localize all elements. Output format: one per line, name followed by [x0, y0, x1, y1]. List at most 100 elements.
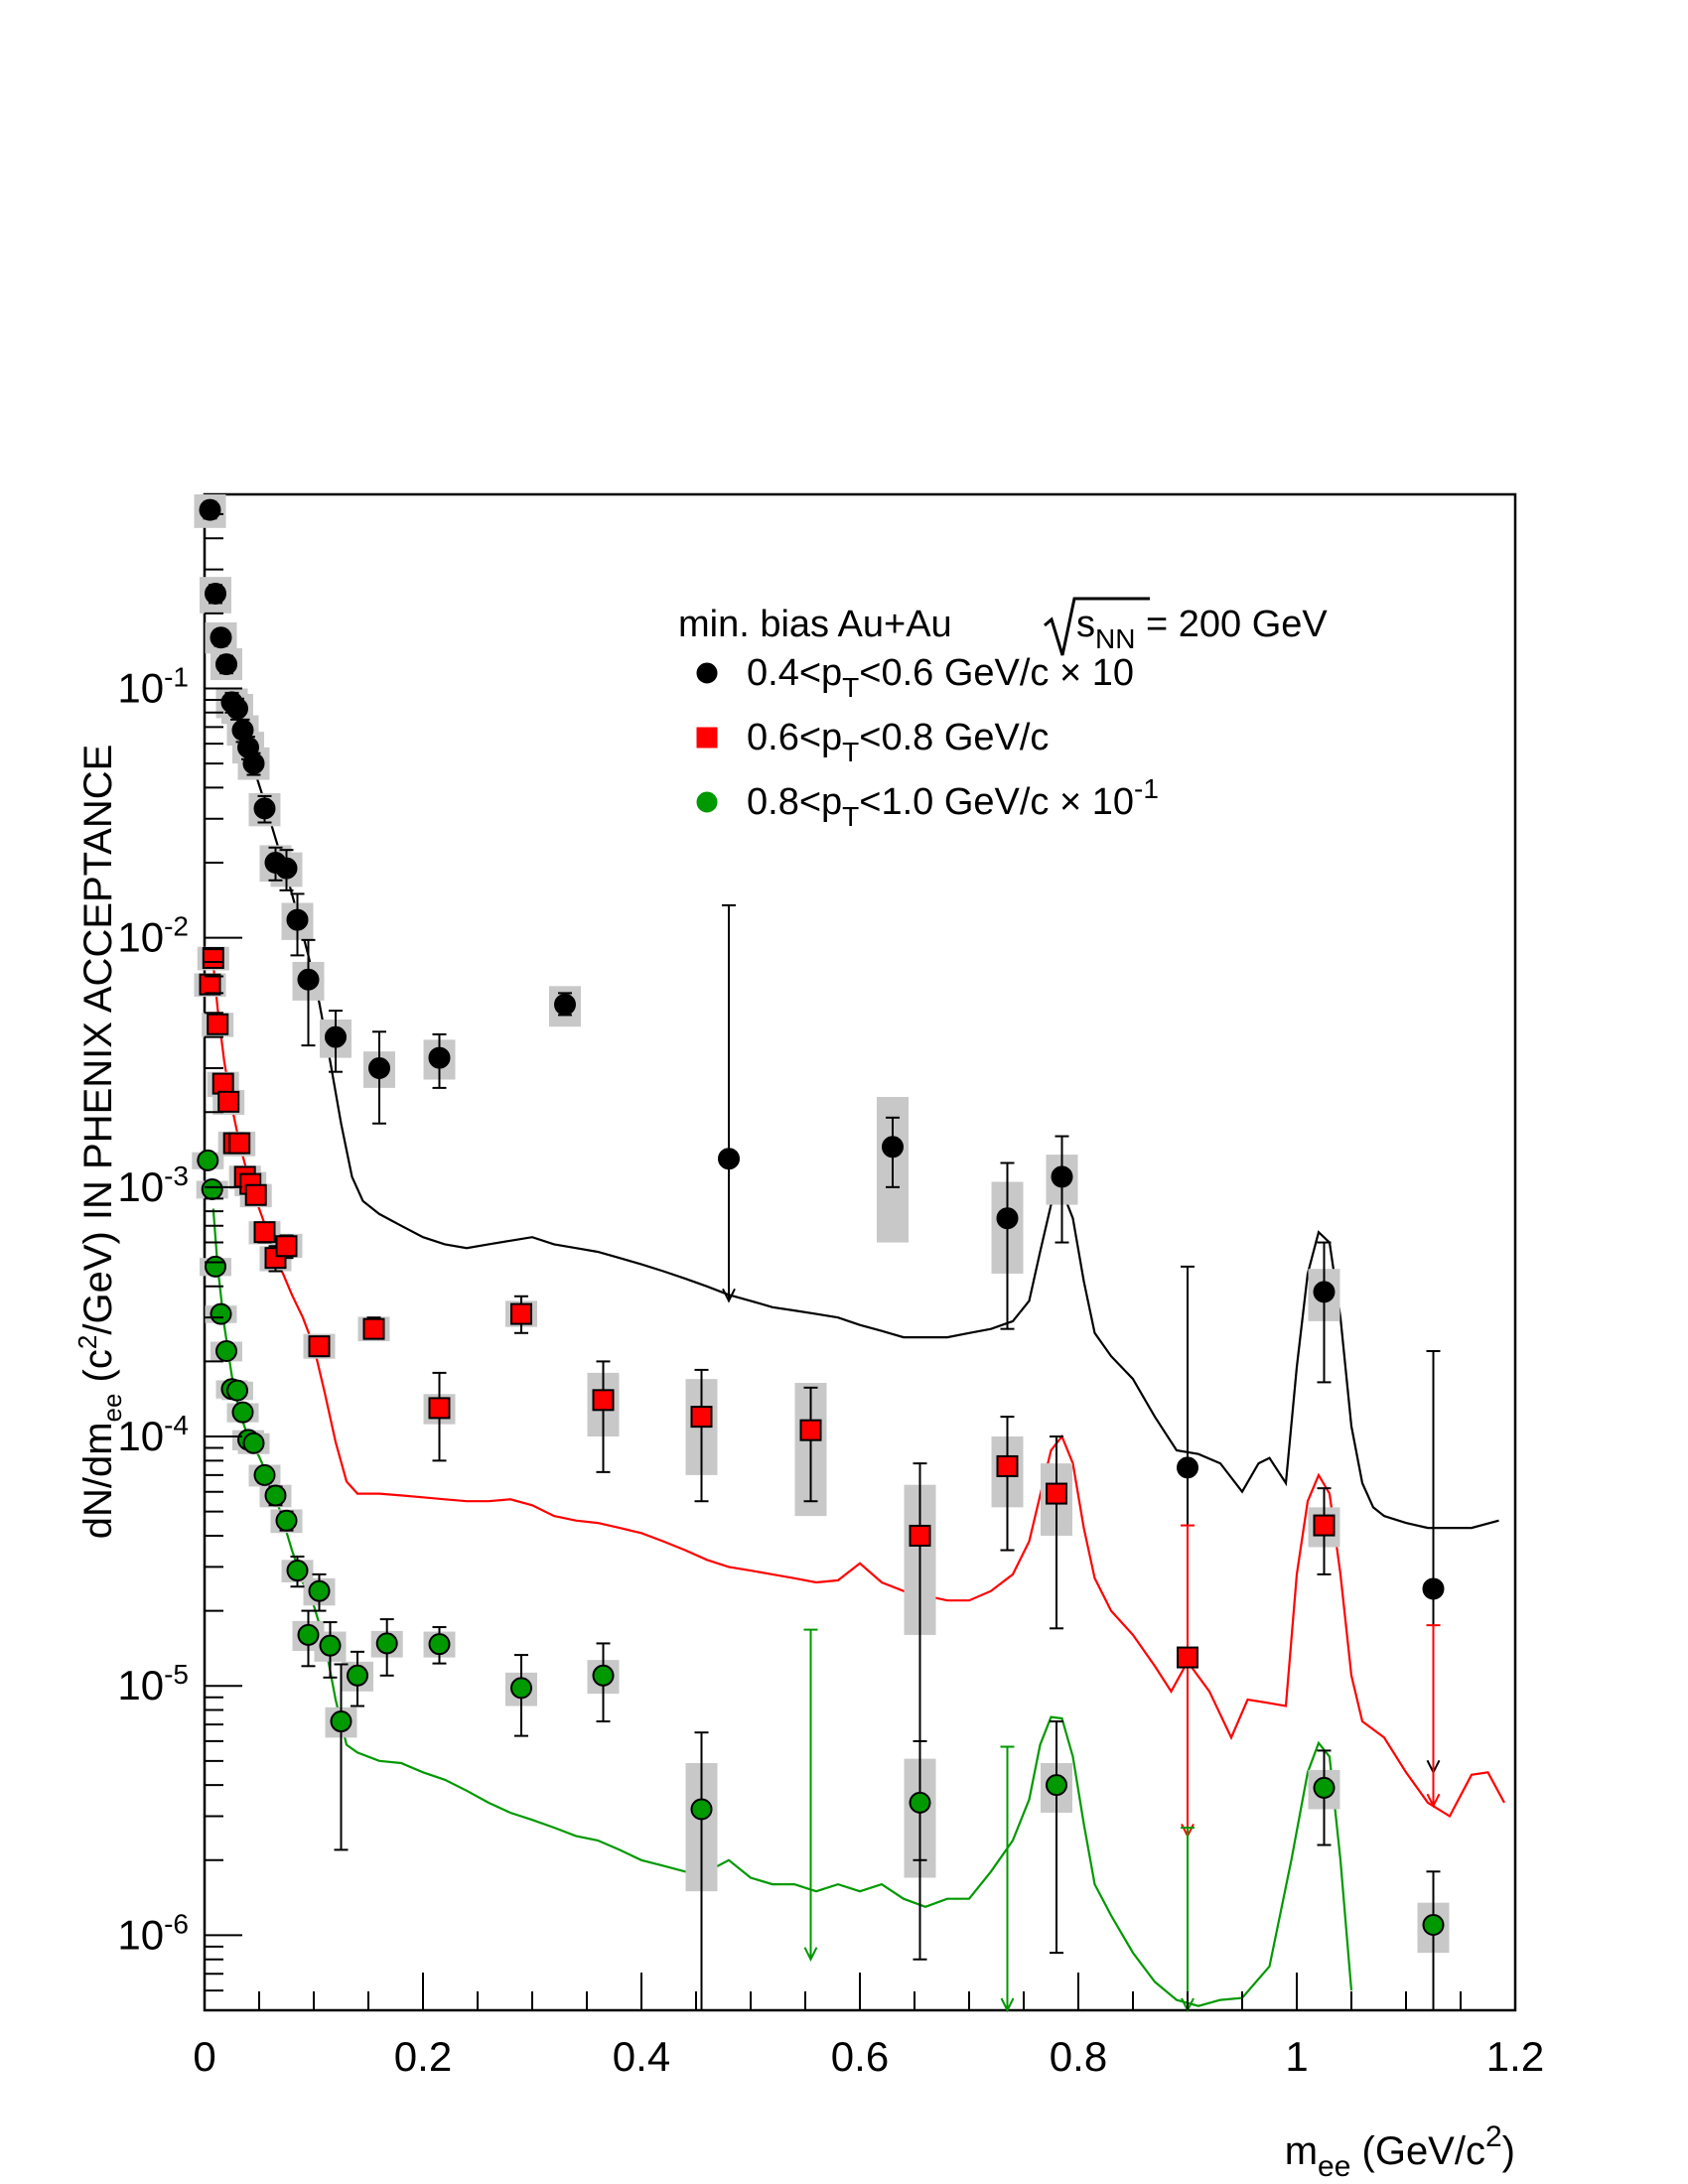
data-point-series-2 [909, 1791, 931, 1814]
data-point-series-1 [362, 1317, 385, 1340]
data-point-series-0 [286, 908, 309, 931]
data-point-series-2 [242, 1432, 265, 1454]
data-point-series-0 [428, 1046, 451, 1069]
data-point-series-1 [996, 1454, 1019, 1477]
legend-entry-label: 0.8<pT<1.0 GeV/c × 10-1 [747, 773, 1159, 832]
data-point-series-2 [205, 1255, 226, 1278]
legend-energy-s: s [1076, 604, 1095, 645]
y-tick-label: 10-6 [117, 1908, 189, 1958]
data-point-series-1 [228, 1132, 251, 1155]
data-point-series-1 [275, 1235, 298, 1258]
legend-marker [696, 662, 718, 684]
data-point-series-0 [1177, 1456, 1198, 1479]
legend-entries: 0.4<pT<0.6 GeV/c × 10 0.6<pT<0.8 GeV/c 0.8… [696, 652, 1159, 832]
upper-limit-arrow [803, 1947, 818, 1962]
data-point-series-2 [1046, 1774, 1067, 1797]
data-point-series-1 [1177, 1646, 1198, 1669]
data-point-series-1 [211, 1072, 234, 1095]
x-tick-label: 0.2 [394, 2033, 452, 2080]
data-point-series-0 [253, 797, 276, 820]
data-point-series-0 [210, 626, 232, 649]
legend-energy-sub: NN [1095, 623, 1135, 654]
data-point-series-0 [226, 697, 248, 720]
axes: 0 0.2 0.4 0.6 0.8 1 1.2 10-6 10-5 10-4 10-3 10-2 10-… [117, 512, 1544, 2080]
model-curves [211, 705, 1505, 2007]
data-point-series-0 [1051, 1165, 1073, 1188]
svg-text:sNN = 200 GeV: sNN = 200 GeV [1076, 604, 1328, 654]
legend: min. bias Au+Au sNN = 200 GeV 0.4<pT<0.6… [678, 597, 1328, 832]
data-point-series-2 [592, 1664, 615, 1687]
legend-header: min. bias Au+Au [678, 604, 952, 645]
data-point-series-0 [215, 653, 237, 676]
model-curve-series-1 [211, 964, 1505, 1819]
data-point-series-0 [297, 968, 320, 991]
data-point-series-1 [308, 1335, 331, 1358]
data-point-series-1 [1046, 1482, 1067, 1505]
data-point-series-2 [428, 1633, 451, 1656]
data-point-series-2 [347, 1664, 368, 1687]
data-point-series-1 [217, 1090, 240, 1113]
data-point-series-0 [1422, 1577, 1445, 1600]
data-point-series-2 [319, 1634, 342, 1657]
data-point-series-1 [690, 1406, 713, 1429]
data-point-series-1 [244, 1183, 267, 1206]
data-point-series-1 [1313, 1514, 1336, 1537]
data-point-series-0 [554, 993, 576, 1016]
legend-marker [696, 727, 718, 749]
data-point-series-0 [199, 498, 221, 521]
data-point-series-2 [226, 1379, 248, 1402]
y-tick-label: 10-1 [117, 661, 189, 711]
data-point-series-2 [253, 1463, 276, 1486]
data-point-series-1 [592, 1389, 615, 1412]
data-markers [197, 498, 1445, 1936]
x-tick-label: 1.2 [1486, 2033, 1544, 2080]
upper-limit-arrow [722, 1288, 736, 1303]
data-point-series-1 [428, 1397, 451, 1420]
data-point-series-1 [909, 1524, 931, 1547]
data-point-series-2 [215, 1340, 237, 1363]
sqrt-sign-icon [1044, 597, 1150, 656]
data-point-series-2 [286, 1560, 309, 1582]
legend-energy-rest: = 200 GeV [1135, 604, 1328, 645]
x-tick-label: 0.6 [831, 2033, 889, 2080]
model-curve-series-0 [230, 705, 1499, 1530]
data-point-series-2 [690, 1798, 713, 1821]
data-point-series-2 [297, 1623, 320, 1646]
data-point-series-1 [207, 1013, 229, 1035]
x-tick-label: 1 [1285, 2033, 1308, 2080]
data-point-series-0 [242, 752, 265, 775]
data-point-series-2 [231, 1401, 254, 1424]
data-point-series-1 [202, 946, 224, 969]
legend-marker [696, 791, 718, 813]
legend-entry-label: 0.6<pT<0.8 GeV/c [747, 717, 1049, 767]
x-tick-label: 0 [193, 2033, 215, 2080]
upper-limit-arrow [1000, 1997, 1015, 2013]
data-point-series-2 [510, 1677, 532, 1700]
data-point-series-2 [330, 1710, 352, 1733]
legend-entry-label: 0.4<pT<0.6 GeV/c × 10 [747, 652, 1134, 703]
data-point-series-0 [205, 582, 226, 605]
x-axis-title: mee (GeV/c2) [1285, 2120, 1515, 2183]
model-curve-series-2 [211, 1208, 1353, 2007]
data-point-series-0 [1313, 1281, 1336, 1303]
data-point-series-0 [275, 857, 298, 880]
data-point-series-1 [799, 1419, 822, 1441]
data-point-series-0 [718, 1148, 740, 1170]
data-point-series-0 [368, 1056, 390, 1079]
y-axis-title: dN/dmee (c2/GeV) IN PHENIX ACCEPTANCE [72, 745, 127, 1540]
y-tick-label: 10-2 [117, 911, 189, 961]
data-point-series-0 [996, 1207, 1019, 1230]
data-point-series-2 [275, 1509, 298, 1532]
y-tick-label: 10-4 [117, 1410, 189, 1459]
data-point-series-2 [264, 1484, 287, 1507]
data-point-series-1 [199, 973, 221, 996]
data-point-series-2 [1422, 1913, 1445, 1936]
data-point-series-2 [197, 1149, 219, 1171]
y-tick-label: 10-5 [117, 1659, 189, 1708]
data-point-series-1 [510, 1302, 532, 1325]
data-point-series-2 [308, 1579, 331, 1602]
upper-limit-arrow [1426, 1793, 1441, 1809]
data-point-series-2 [1313, 1776, 1336, 1799]
y-tick-label: 10-3 [117, 1160, 189, 1210]
